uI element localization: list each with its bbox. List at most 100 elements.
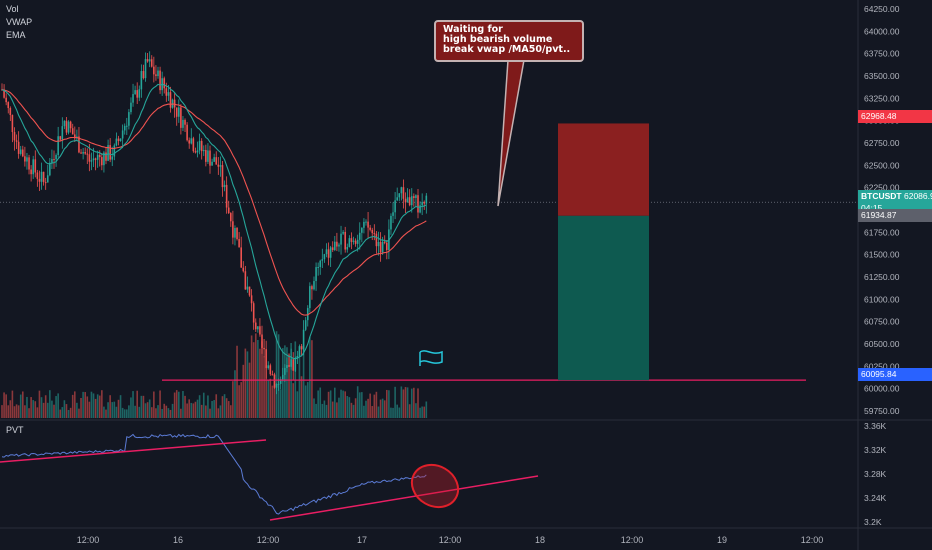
candle-body [121,130,124,139]
candle-body [317,266,319,268]
candle-body [107,145,109,161]
candle-body [200,140,203,152]
entry-price-tag: 61934.87 [858,209,932,222]
volume-bar [88,401,91,418]
candle-body [227,207,230,214]
volume-bar [153,391,155,418]
volume-bar [271,385,274,418]
time-tick: 16 [173,535,183,545]
candle-body [65,120,68,133]
volume-bar [175,390,178,418]
volume-bar [182,391,184,418]
candle-body [24,156,26,162]
pvt-highlight-circle [410,463,460,509]
candle-body [225,184,228,208]
volume-bar [356,386,359,418]
volume-bar [346,396,349,418]
stop-price-tag: 62968.48 [858,110,932,123]
volume-bar [11,390,14,418]
candle-body [313,281,315,290]
volume-bar [32,400,34,418]
volume-bar [248,362,251,418]
candle-body [327,249,330,258]
candle-body [196,150,199,153]
annotation-line-2: high bearish volume [443,34,553,45]
volume-bar [367,398,369,418]
volume-bar [49,390,51,418]
volume-bar [130,397,132,418]
volume-bar [22,391,24,418]
volume-bar [381,398,384,418]
candle-body [186,124,188,141]
volume-bar [398,407,401,418]
annotation-callout[interactable]: Waiting for high bearish volume break vw… [434,20,584,62]
volume-bar [313,398,315,418]
volume-bar [336,402,338,418]
price-tick: 61750.00 [864,227,900,237]
candle-body [373,233,376,235]
candle-body [155,74,157,77]
volume-bar [402,389,405,418]
volume-bar [173,392,176,418]
candle-body [140,71,143,90]
volume-bar [238,385,240,418]
volume-bar [315,403,317,418]
pvt-label: PVT [6,425,24,435]
volume-bar [334,387,336,418]
candle-body [340,233,342,245]
candle-body [103,152,105,166]
volume-bar [65,404,68,418]
candle-body [367,221,369,228]
price-tick: 59750.00 [864,406,900,416]
candle-body [417,195,419,213]
volume-bar [196,399,199,418]
volume-bar [371,406,374,418]
candle-body [36,172,39,179]
volume-bar [157,405,159,418]
legend-ema: EMA [6,30,26,40]
candle-body [126,125,128,127]
volume-bar [121,407,124,418]
volume-bar [150,407,153,418]
candle-body [329,247,332,258]
volume-bar [186,403,188,418]
volume-bar [311,340,313,418]
volume-bar [327,391,330,418]
volume-bar [390,407,392,418]
volume-bar [230,405,232,418]
candle-body [325,249,328,255]
volume-bar [246,351,249,418]
candle-body [263,347,265,350]
volume-bar [30,397,32,418]
candle-body [390,215,392,230]
volume-bar [292,383,294,418]
volume-bar [373,394,376,418]
candle-body [82,151,84,154]
candle-body [323,254,326,260]
candle-body [115,138,118,146]
ema-line [1,89,427,316]
volume-bar [165,405,168,418]
candle-body [57,136,59,156]
volume-bar [117,399,120,418]
candle-body [248,286,251,296]
symbol-label: BTCUSDT [861,191,902,201]
candle-body [265,349,267,369]
candle-body [69,121,72,129]
volume-bar [184,395,186,418]
volume-bar [80,397,82,418]
candle-body [394,200,396,213]
candle-body [377,241,380,247]
volume-bar [1,405,3,418]
candle-body [9,108,12,116]
volume-bar [250,335,253,418]
volume-bar [350,402,353,418]
candle-body [298,346,301,356]
pvt-upper-trendline [0,439,267,463]
volume-bar [354,398,357,418]
candle-body [369,227,371,230]
candle-body [271,374,274,376]
volume-bar [180,408,182,418]
candle-body [215,157,218,165]
